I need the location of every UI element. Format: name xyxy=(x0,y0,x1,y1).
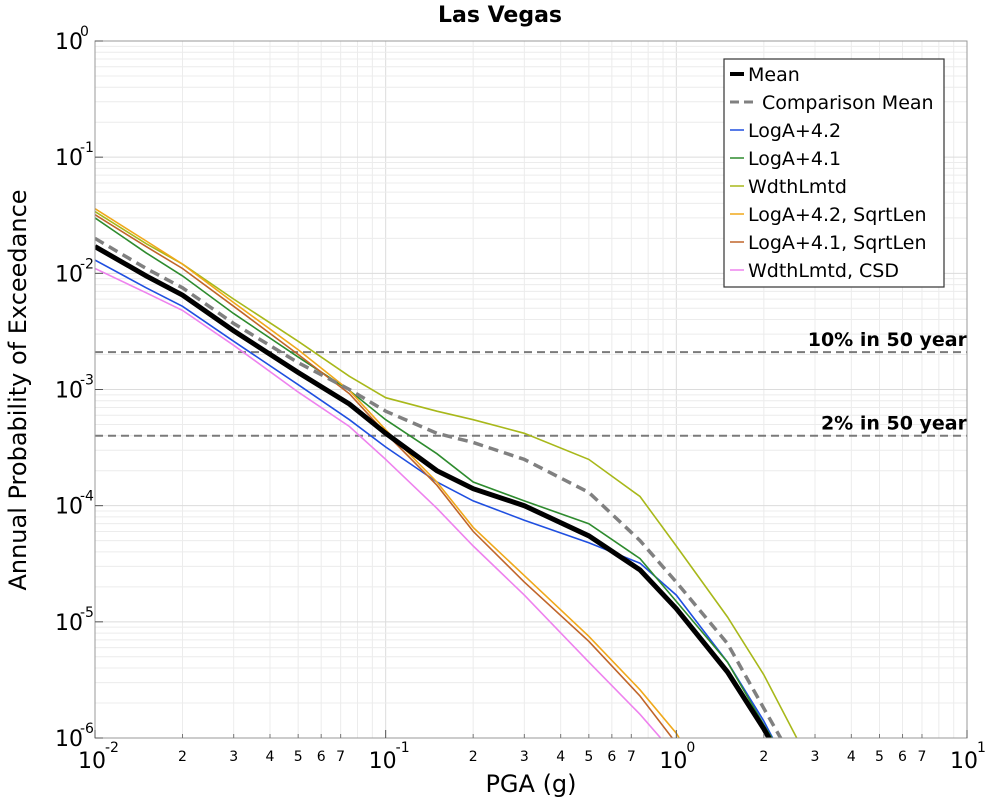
x-minor-tick-label: 4 xyxy=(556,749,565,765)
x-minor-tick-label: 7 xyxy=(336,749,345,765)
x-tick-label: 10 xyxy=(659,749,687,774)
legend-label: WdthLmtd, CSD xyxy=(748,260,899,282)
legend-label: WdthLmtd xyxy=(748,176,847,198)
x-tick-exponent: 0 xyxy=(686,740,695,756)
y-tick-exponent: -6 xyxy=(80,721,94,737)
x-minor-tick-label: 2 xyxy=(759,749,768,765)
x-minor-tick-label: 5 xyxy=(584,749,593,765)
x-tick-exponent: -1 xyxy=(396,740,410,756)
y-tick-exponent: -2 xyxy=(80,256,94,272)
x-minor-tick-label: 7 xyxy=(627,749,636,765)
x-minor-tick-label: 3 xyxy=(229,749,238,765)
x-tick-label: 10 xyxy=(950,749,978,774)
reference-line-label: 2% in 50 year xyxy=(821,413,968,435)
y-tick-label: 10 xyxy=(55,495,83,520)
x-minor-tick-label: 4 xyxy=(847,749,856,765)
x-minor-tick-label: 2 xyxy=(469,749,478,765)
legend-box xyxy=(723,58,945,288)
y-tick-label: 10 xyxy=(55,379,83,404)
chart-title: Las Vegas xyxy=(438,3,562,28)
y-tick-label: 10 xyxy=(55,30,83,55)
y-tick-exponent: -1 xyxy=(80,140,94,156)
series-line xyxy=(95,214,674,738)
series-line xyxy=(95,208,681,738)
x-minor-tick-label: 2 xyxy=(178,749,187,765)
y-tick-label: 10 xyxy=(55,262,83,287)
series-line xyxy=(95,267,662,738)
x-minor-tick-label: 4 xyxy=(266,749,275,765)
legend-label: LogA+4.2, SqrtLen xyxy=(748,204,927,226)
x-tick-label: 10 xyxy=(78,749,106,774)
x-minor-tick-label: 7 xyxy=(918,749,927,765)
x-minor-tick-label: 3 xyxy=(520,749,529,765)
x-tick-exponent: 1 xyxy=(977,740,986,756)
legend-label: LogA+4.1 xyxy=(748,148,841,170)
y-tick-exponent: -4 xyxy=(80,489,94,505)
series-lines xyxy=(95,208,798,738)
x-tick-label: 10 xyxy=(369,749,397,774)
y-tick-label: 10 xyxy=(55,727,83,752)
y-axis-label: Annual Probability of Exceedance xyxy=(4,189,32,590)
y-tick-label: 10 xyxy=(55,611,83,636)
reference-line-label: 10% in 50 year xyxy=(808,329,968,351)
x-minor-tick-label: 6 xyxy=(317,749,326,765)
x-minor-tick-label: 3 xyxy=(811,749,820,765)
x-minor-tick-label: 6 xyxy=(607,749,616,765)
series-line xyxy=(95,244,772,738)
legend: Mean Comparison Mean LogA+4.2 LogA+4.1 WdthL… xyxy=(723,58,945,288)
reference-lines: 10% in 50 year 2% in 50 year xyxy=(95,329,968,437)
series-line xyxy=(95,259,774,738)
x-minor-tick-label: 5 xyxy=(294,749,303,765)
series-line xyxy=(95,236,783,738)
legend-label: Mean xyxy=(748,64,800,86)
y-tick-exponent: -3 xyxy=(80,373,94,389)
legend-label: Comparison Mean xyxy=(762,92,934,114)
series-line xyxy=(95,210,798,738)
x-axis-label: PGA (g) xyxy=(485,770,576,798)
series-line xyxy=(95,217,773,738)
legend-label: LogA+4.2 xyxy=(748,120,841,142)
x-minor-tick-label: 6 xyxy=(898,749,907,765)
legend-label: LogA+4.1, SqrtLen xyxy=(748,232,927,254)
x-tick-exponent: -2 xyxy=(105,740,119,756)
y-tick-exponent: 0 xyxy=(80,24,89,40)
y-tick-label: 10 xyxy=(55,146,83,171)
grid xyxy=(94,41,967,739)
x-minor-tick-label: 5 xyxy=(875,749,884,765)
y-tick-exponent: -5 xyxy=(80,605,94,621)
